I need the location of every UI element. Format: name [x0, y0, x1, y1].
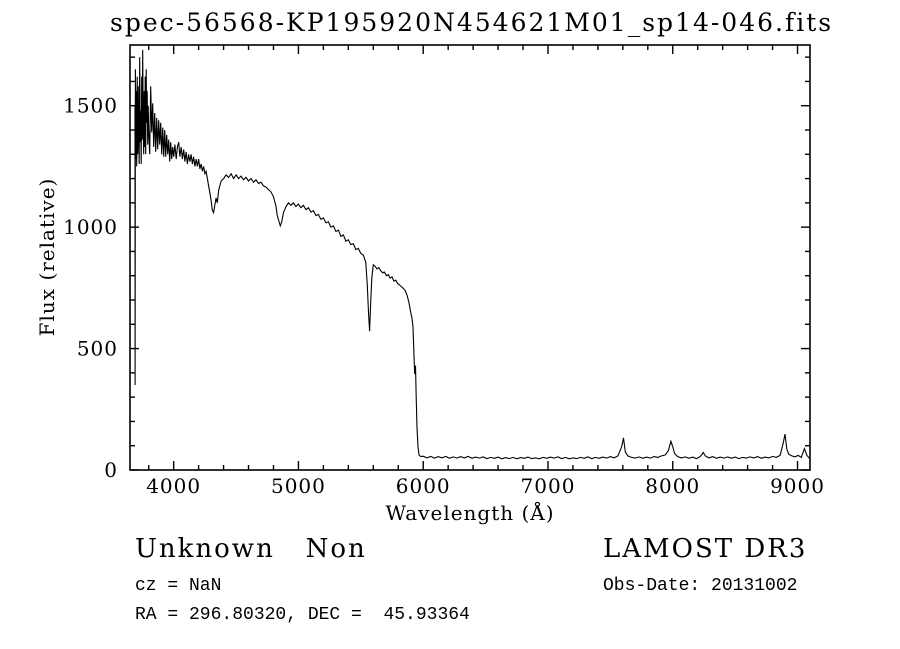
obs-date-label: Obs-Date: 20131002: [603, 576, 798, 596]
spectrum-trace: [134, 49, 810, 460]
plot-title: spec-56568-KP195920N454621M01_sp14-046.f…: [110, 8, 834, 37]
x-axis-label: Wavelength (Å): [385, 501, 555, 525]
x-tick-label: 9000: [770, 474, 825, 498]
x-tick-label: 6000: [396, 474, 451, 498]
plot-frame: [129, 44, 811, 471]
y-tick-label: 1000: [63, 215, 118, 239]
x-tick-label: 5000: [271, 474, 326, 498]
object-class-label: Unknown Non: [135, 534, 367, 564]
y-tick-label: 0: [104, 458, 118, 482]
y-axis-label: Flux (relative): [35, 177, 59, 337]
x-tick-label: 4000: [146, 474, 201, 498]
survey-label: LAMOST DR3: [603, 534, 808, 564]
ra-dec-value: RA = 296.80320, DEC = 45.93364: [135, 605, 470, 625]
x-tick-label: 8000: [645, 474, 700, 498]
x-tick-label: 7000: [521, 474, 576, 498]
y-tick-label: 500: [77, 337, 118, 361]
y-tick-label: 1500: [63, 94, 118, 118]
cz-value: cz = NaN: [135, 576, 222, 596]
